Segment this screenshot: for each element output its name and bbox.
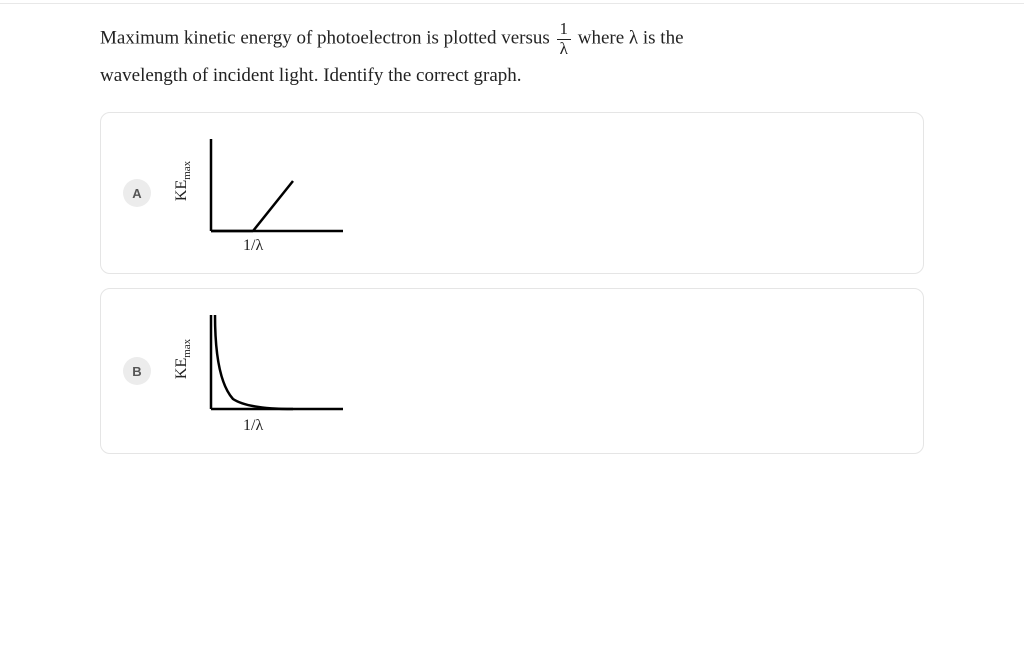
option-b-card[interactable]: B KEmax 1/λ (100, 288, 924, 454)
question-part1: Maximum kinetic energy of photoelectron … (100, 28, 555, 49)
option-b-y-label: KEmax (173, 363, 193, 379)
option-a-graph-container: KEmax 1/λ (175, 133, 353, 253)
option-a-y-label: KEmax (173, 185, 193, 201)
question-line2: wavelength of incident light. Identify t… (100, 65, 522, 86)
option-b-graph (193, 309, 353, 433)
option-b-badge: B (123, 357, 151, 385)
question-text: Maximum kinetic energy of photoelectron … (100, 20, 924, 94)
option-a-card[interactable]: A KEmax 1/λ (100, 112, 924, 274)
top-separator (0, 3, 1024, 4)
option-a-x-label: 1/λ (243, 237, 263, 255)
option-a-graph (193, 133, 353, 253)
fraction-numerator: 1 (557, 20, 572, 40)
option-b-x-label: 1/λ (243, 417, 263, 435)
option-a-badge: A (123, 179, 151, 207)
option-b-graph-container: KEmax 1/λ (175, 309, 353, 433)
fraction-1-over-lambda: 1λ (557, 20, 572, 58)
fraction-denominator: λ (557, 40, 572, 59)
option-a-label: A (132, 186, 141, 201)
question-part2: where λ is the (573, 28, 684, 49)
option-b-label: B (132, 364, 141, 379)
